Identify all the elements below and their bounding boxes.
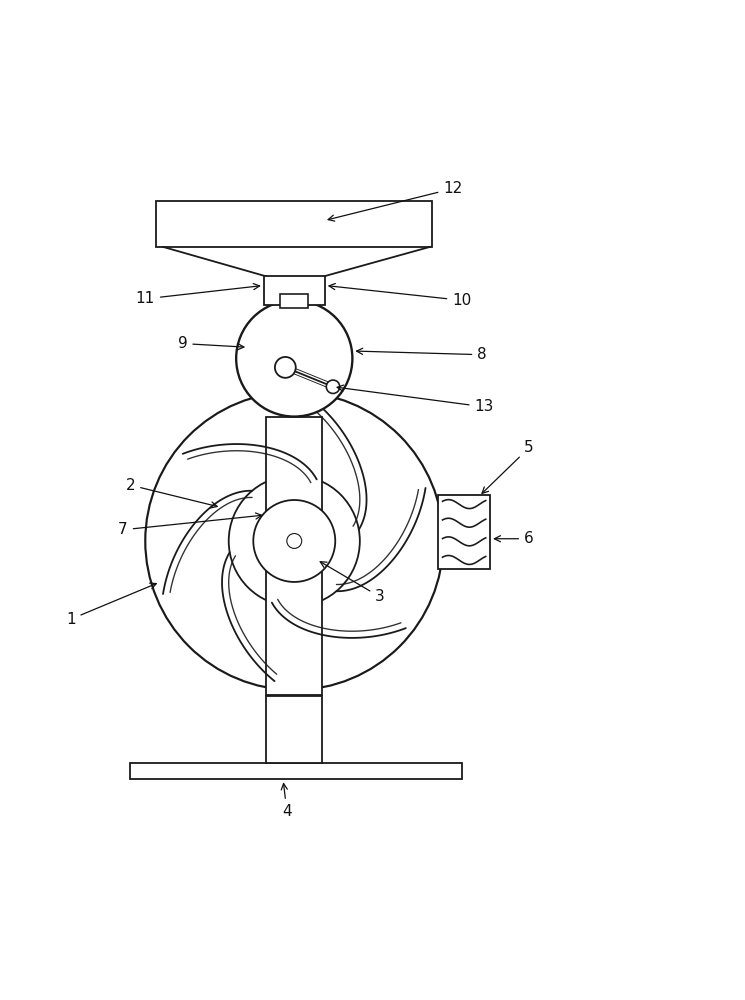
Circle shape [253,500,335,582]
Circle shape [287,534,302,548]
Text: 12: 12 [328,181,463,221]
Bar [130,763,462,779]
Text: 4: 4 [282,784,291,819]
Text: 3: 3 [320,562,385,604]
Text: 13: 13 [337,385,494,414]
Bar [266,696,322,763]
Circle shape [145,392,443,690]
Text: 10: 10 [329,284,472,308]
Text: 5: 5 [482,440,533,493]
Bar [264,276,325,305]
Bar [266,417,322,695]
Bar [280,294,308,308]
Text: 11: 11 [136,284,259,306]
Circle shape [275,357,296,378]
Bar [438,495,490,569]
Text: 7: 7 [118,513,261,537]
Text: 9: 9 [177,336,244,351]
Circle shape [326,380,340,393]
Circle shape [229,475,360,607]
Text: 8: 8 [357,347,486,362]
Text: 1: 1 [66,583,156,627]
Bar [156,201,432,247]
Text: 6: 6 [495,531,534,546]
Circle shape [236,300,352,417]
Text: 2: 2 [126,478,218,508]
